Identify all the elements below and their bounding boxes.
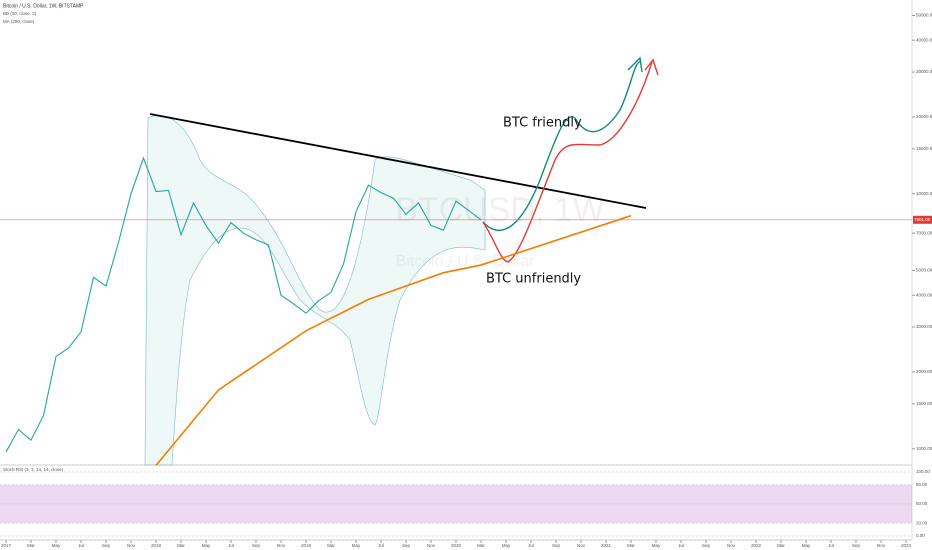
x-tick-label: May <box>52 543 61 548</box>
y-tick-label: 40000.00 <box>916 37 932 42</box>
x-tick-label: Jul <box>78 543 84 548</box>
watermark-subtitle: Bitcoin / U.S. Dollar <box>396 253 535 270</box>
x-tick-label: Mar <box>627 543 635 548</box>
watermark: BTCUSD, 1W <box>395 191 605 229</box>
y-tick-label: 7000.00 <box>916 230 932 235</box>
friendly-projection <box>482 61 641 231</box>
indicator-label: BB (20, close, 2) <box>3 11 37 16</box>
x-tick-label: Mar <box>27 543 35 548</box>
x-tick-label: May <box>652 543 661 548</box>
series-line <box>5 156 482 453</box>
annotation: BTC friendly <box>503 116 582 131</box>
x-tick-label: Mar <box>177 543 185 548</box>
x-tick-label: May <box>802 543 811 548</box>
x-tick-label: Sep <box>852 543 861 548</box>
series-line <box>155 214 632 466</box>
y-tick-label: 10000.00 <box>916 191 932 196</box>
x-tick-label: Nov <box>427 543 436 548</box>
y-tick-label: 30000.00 <box>916 69 932 74</box>
x-tick-label: Nov <box>877 543 886 548</box>
y-tick-label: 3000.00 <box>916 324 932 329</box>
x-tick-label: 2017 <box>1 543 12 548</box>
x-tick-label: Jul <box>528 543 534 548</box>
chart-title: Bitcoin / U.S. Dollar, 1W, BITSTAMP <box>3 3 84 9</box>
oscillator-title: Stoch RSI (3, 3, 14, 14, close) <box>3 467 64 472</box>
x-tick-label: Sep <box>702 543 711 548</box>
last-price-box <box>913 215 932 224</box>
x-tick-label: May <box>502 543 511 548</box>
unfriendly-projection <box>482 61 653 263</box>
annotation: BTC unfriendly <box>486 272 581 287</box>
x-tick-label: Jul <box>678 543 684 548</box>
oscillator-tick-label: 80.00 <box>916 482 928 487</box>
x-tick-label: 2019 <box>301 543 312 548</box>
y-tick-label: 4000.00 <box>916 292 932 297</box>
x-tick-label: Mar <box>327 543 335 548</box>
unfriendly-arrow <box>644 58 659 76</box>
x-tick-label: 2023 <box>901 543 912 548</box>
oscillator-tick-label: 20.00 <box>916 520 928 525</box>
x-tick-label: Sep <box>102 543 111 548</box>
x-tick-label: 2021 <box>601 543 612 548</box>
x-tick-label: Nov <box>277 543 286 548</box>
friendly-arrow <box>627 56 643 73</box>
x-tick-label: Nov <box>127 543 136 548</box>
x-tick-label: Sep <box>552 543 561 548</box>
y-tick-label: 50000.00 <box>916 13 932 18</box>
y-tick-label: 5000.00 <box>916 268 932 273</box>
x-tick-label: Mar <box>777 543 785 548</box>
indicator-label: MA (200, close) <box>3 19 35 24</box>
x-tick-label: Sep <box>402 543 411 548</box>
trend-line <box>149 113 647 209</box>
x-tick-label: Mar <box>477 543 485 548</box>
x-tick-label: Nov <box>577 543 586 548</box>
y-tick-label: 20000.00 <box>916 114 932 119</box>
oscillator-tick-label: 0.00 <box>916 533 925 538</box>
y-tick-label: 1500.00 <box>916 401 932 406</box>
bollinger-band <box>144 115 486 466</box>
x-tick-label: May <box>352 543 361 548</box>
x-tick-label: Jul <box>228 543 234 548</box>
x-tick-label: Nov <box>727 543 736 548</box>
x-tick-label: Sep <box>252 543 261 548</box>
x-tick-label: Jul <box>378 543 384 548</box>
last-price-label: 7901.08 <box>914 217 931 222</box>
y-tick-label: 1000.00 <box>916 446 932 451</box>
x-tick-label: May <box>202 543 211 548</box>
x-tick-label: 2018 <box>151 543 162 548</box>
y-tick-label: 2000.00 <box>916 369 932 374</box>
y-tick-label: 15000.00 <box>916 146 932 151</box>
oscillator-tick-label: 100.00 <box>916 469 930 474</box>
x-tick-label: Jul <box>828 543 834 548</box>
x-tick-label: 2022 <box>751 543 762 548</box>
oscillator-tick-label: 50.00 <box>916 501 928 506</box>
x-tick-label: 2020 <box>451 543 462 548</box>
